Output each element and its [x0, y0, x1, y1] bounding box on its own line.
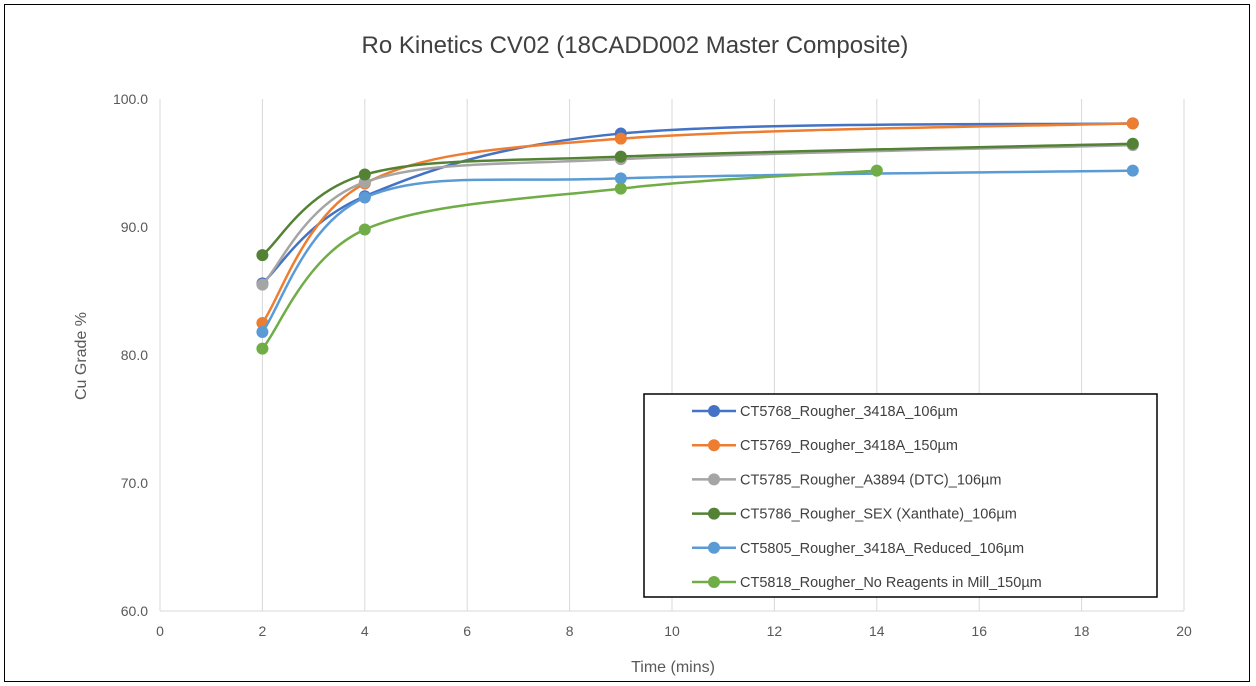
- data-point: [256, 342, 269, 355]
- series-4: [256, 137, 1139, 262]
- data-point: [256, 325, 269, 338]
- legend-marker: [708, 405, 720, 417]
- y-tick-label: 90.0: [121, 219, 148, 235]
- data-point: [1126, 117, 1139, 130]
- legend: CT5768_Rougher_3418A_106µm CT5769_Rougher…: [643, 393, 1158, 598]
- legend-entry-label: CT5805_Rougher_3418A_Reduced_106µm: [740, 541, 1024, 557]
- x-axis-label: Time (mins): [631, 659, 715, 676]
- data-point: [358, 223, 371, 236]
- y-tick-label: 100.0: [113, 91, 148, 107]
- data-point: [358, 168, 371, 181]
- legend-marker: [708, 541, 720, 554]
- axes: 0 2 4 6 8 10 12 14 16 18 20 60.0 70.0 80.0 90.0 100.0: [113, 91, 1192, 639]
- legend-marker: [708, 439, 720, 452]
- x-tick-label: 20: [1176, 623, 1192, 639]
- series-layer: [256, 117, 1139, 355]
- x-tick-label: 8: [566, 623, 574, 639]
- series-line: [261, 122, 1133, 324]
- data-point: [1126, 164, 1139, 177]
- series-line: [261, 169, 1133, 333]
- legend-marker: [708, 507, 720, 520]
- y-tick-label: 80.0: [121, 347, 148, 363]
- x-tick-label: 4: [361, 623, 369, 639]
- series-line: [261, 142, 1133, 257]
- legend-marker: [708, 473, 720, 486]
- data-point: [614, 172, 627, 185]
- series-1: [256, 117, 1139, 290]
- series-line: [261, 143, 1133, 286]
- x-tick-label: 2: [259, 623, 267, 639]
- x-tick-label: 14: [869, 623, 885, 639]
- y-tick-label: 60.0: [121, 603, 148, 619]
- legend-entry-label: CT5818_Rougher_No Reagents in Mill_150µm: [740, 575, 1042, 591]
- data-point: [256, 278, 269, 291]
- series-3: [256, 139, 1139, 291]
- series-line: [261, 122, 1133, 285]
- legend-marker: [708, 576, 720, 588]
- legend-entry-label: CT5769_Rougher_3418A_150µm: [740, 438, 958, 454]
- x-tick-label: 6: [463, 623, 471, 639]
- series-5: [256, 164, 1139, 338]
- x-tick-label: 0: [156, 623, 164, 639]
- legend-entry-label: CT5768_Rougher_3418A_106µm: [740, 404, 958, 420]
- series-6: [256, 164, 883, 355]
- data-point: [870, 164, 883, 177]
- data-point: [614, 182, 627, 195]
- y-axis-label: Cu Grade %: [73, 312, 90, 400]
- x-tick-label: 16: [971, 623, 987, 639]
- y-tick-label: 70.0: [121, 475, 148, 491]
- x-tick-label: 10: [664, 623, 680, 639]
- legend-entry-label: CT5786_Rougher_SEX (Xanthate)_106µm: [740, 507, 1017, 523]
- data-point: [614, 132, 627, 145]
- data-point: [256, 249, 269, 262]
- chart-title: Ro Kinetics CV02 (18CADD002 Master Compo…: [362, 32, 909, 59]
- series-line: [261, 169, 877, 350]
- legend-entry-label: CT5785_Rougher_A3894 (DTC)_106µm: [740, 472, 1001, 488]
- data-point: [358, 191, 371, 204]
- data-point: [614, 150, 627, 163]
- x-tick-label: 12: [767, 623, 783, 639]
- x-tick-label: 18: [1074, 623, 1090, 639]
- legend-box: [643, 393, 1158, 598]
- data-point: [1126, 137, 1139, 150]
